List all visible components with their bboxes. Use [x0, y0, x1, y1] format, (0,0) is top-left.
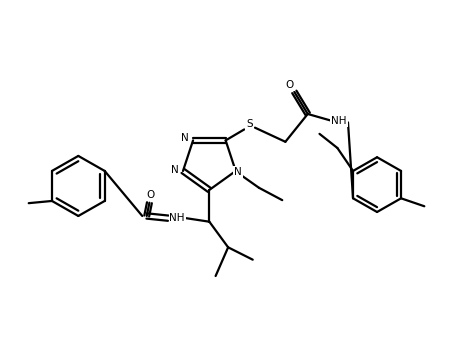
Text: NH: NH: [331, 116, 347, 126]
Text: N: N: [171, 165, 179, 175]
Text: N: N: [234, 167, 242, 177]
Text: S: S: [246, 119, 253, 129]
Text: NH: NH: [169, 213, 185, 223]
Text: O: O: [286, 80, 294, 90]
Text: N: N: [181, 133, 189, 143]
Text: O: O: [146, 190, 154, 200]
